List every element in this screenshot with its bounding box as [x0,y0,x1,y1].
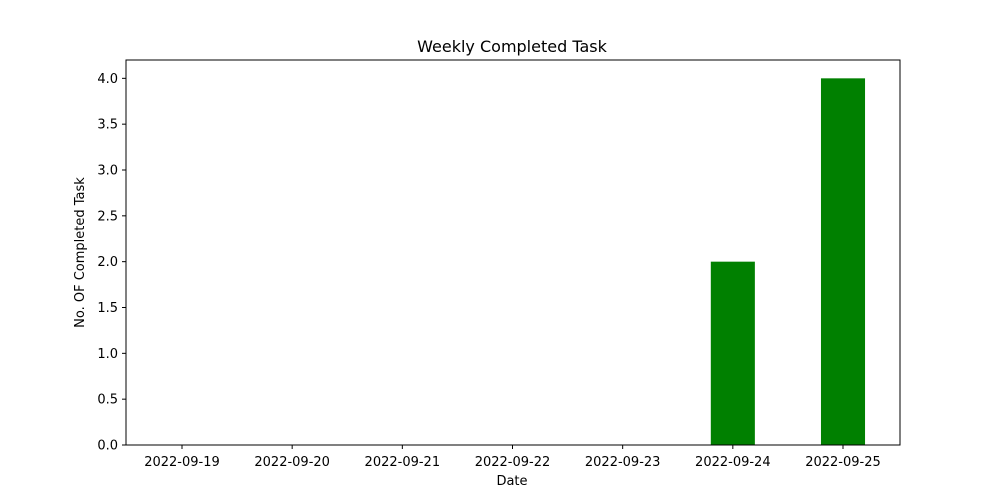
chart-title: Weekly Completed Task [417,37,607,56]
y-tick-label: 2.5 [97,209,118,224]
y-tick-label: 3.5 [97,118,118,133]
x-tick-label: 2022-09-19 [144,455,220,470]
y-axis-label: No. OF Completed Task [73,177,88,328]
bars-group [710,78,866,445]
y-tick-label: 3.0 [97,164,118,179]
y-tick-label: 2.0 [97,255,118,270]
y-tick-label: 1.5 [97,301,118,316]
x-tick-label: 2022-09-25 [805,455,881,470]
x-tick-label: 2022-09-23 [585,455,661,470]
x-tick-label: 2022-09-21 [365,455,441,470]
plot-frame [125,59,901,446]
x-tick-label: 2022-09-24 [695,455,771,470]
bar-2022-09-24 [710,261,755,445]
y-axis-ticks: 0.0 0.5 1.0 1.5 2.0 2.5 3.0 3.5 4.0 [97,72,126,454]
x-tick-label: 2022-09-22 [475,455,551,470]
x-tick-label: 2022-09-20 [254,455,330,470]
y-tick-label: 1.0 [97,347,118,362]
x-axis-label: Date [496,474,527,489]
y-tick-label: 0.0 [97,439,118,454]
y-tick-label: 4.0 [97,72,118,87]
y-tick-label: 0.5 [97,393,118,408]
x-axis-ticks: 2022-09-19 2022-09-20 2022-09-21 2022-09-22… [144,445,881,470]
bar-2022-09-25 [820,78,866,445]
